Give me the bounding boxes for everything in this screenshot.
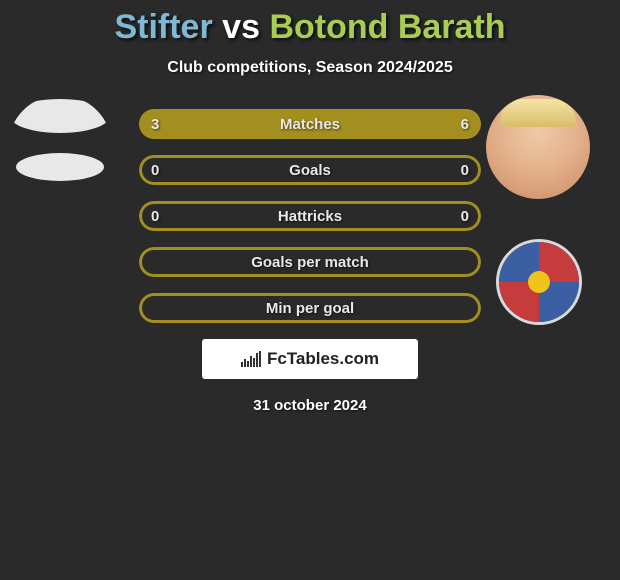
stat-value-left: 0 [151, 162, 159, 179]
stat-value-left: 3 [151, 116, 159, 133]
player1-avatar [8, 95, 112, 199]
stat-label: Goals [139, 162, 481, 179]
stat-label: Goals per match [139, 254, 481, 271]
stat-row: Hattricks0 0 [139, 201, 481, 231]
compare-area: Matches36Goals00Hattricks00Goals per mat… [0, 109, 620, 414]
stat-row: Goals0 0 [139, 155, 481, 185]
date: 31 october 2024 [0, 397, 620, 414]
bar-chart-icon [241, 351, 261, 367]
title-vs: vs [222, 8, 260, 46]
watermark-text: FcTables.com [267, 349, 379, 369]
stat-row: Min per goal [139, 293, 481, 323]
stat-bars: Matches36Goals00Hattricks00Goals per mat… [139, 109, 481, 323]
stat-row: Goals per match [139, 247, 481, 277]
club-badge-icon [499, 242, 579, 322]
page-title: Stifter vs Botond Barath [0, 0, 620, 47]
stat-value-right: 0 [461, 162, 469, 179]
player2-avatar [486, 95, 590, 199]
stat-value-right: 0 [461, 208, 469, 225]
title-player2: Botond Barath [269, 8, 505, 46]
face-icon [486, 95, 590, 199]
stat-label: Min per goal [139, 300, 481, 317]
watermark: FcTables.com [202, 339, 418, 379]
player2-club-logo [496, 239, 582, 325]
stat-value-left: 0 [151, 208, 159, 225]
silhouette-icon [8, 95, 112, 199]
stat-label: Hattricks [139, 208, 481, 225]
title-player1: Stifter [114, 8, 212, 46]
stat-value-right: 6 [461, 116, 469, 133]
stat-row: Matches3 6 [139, 109, 481, 139]
subtitle: Club competitions, Season 2024/2025 [0, 59, 620, 77]
stat-label: Matches [139, 116, 481, 133]
